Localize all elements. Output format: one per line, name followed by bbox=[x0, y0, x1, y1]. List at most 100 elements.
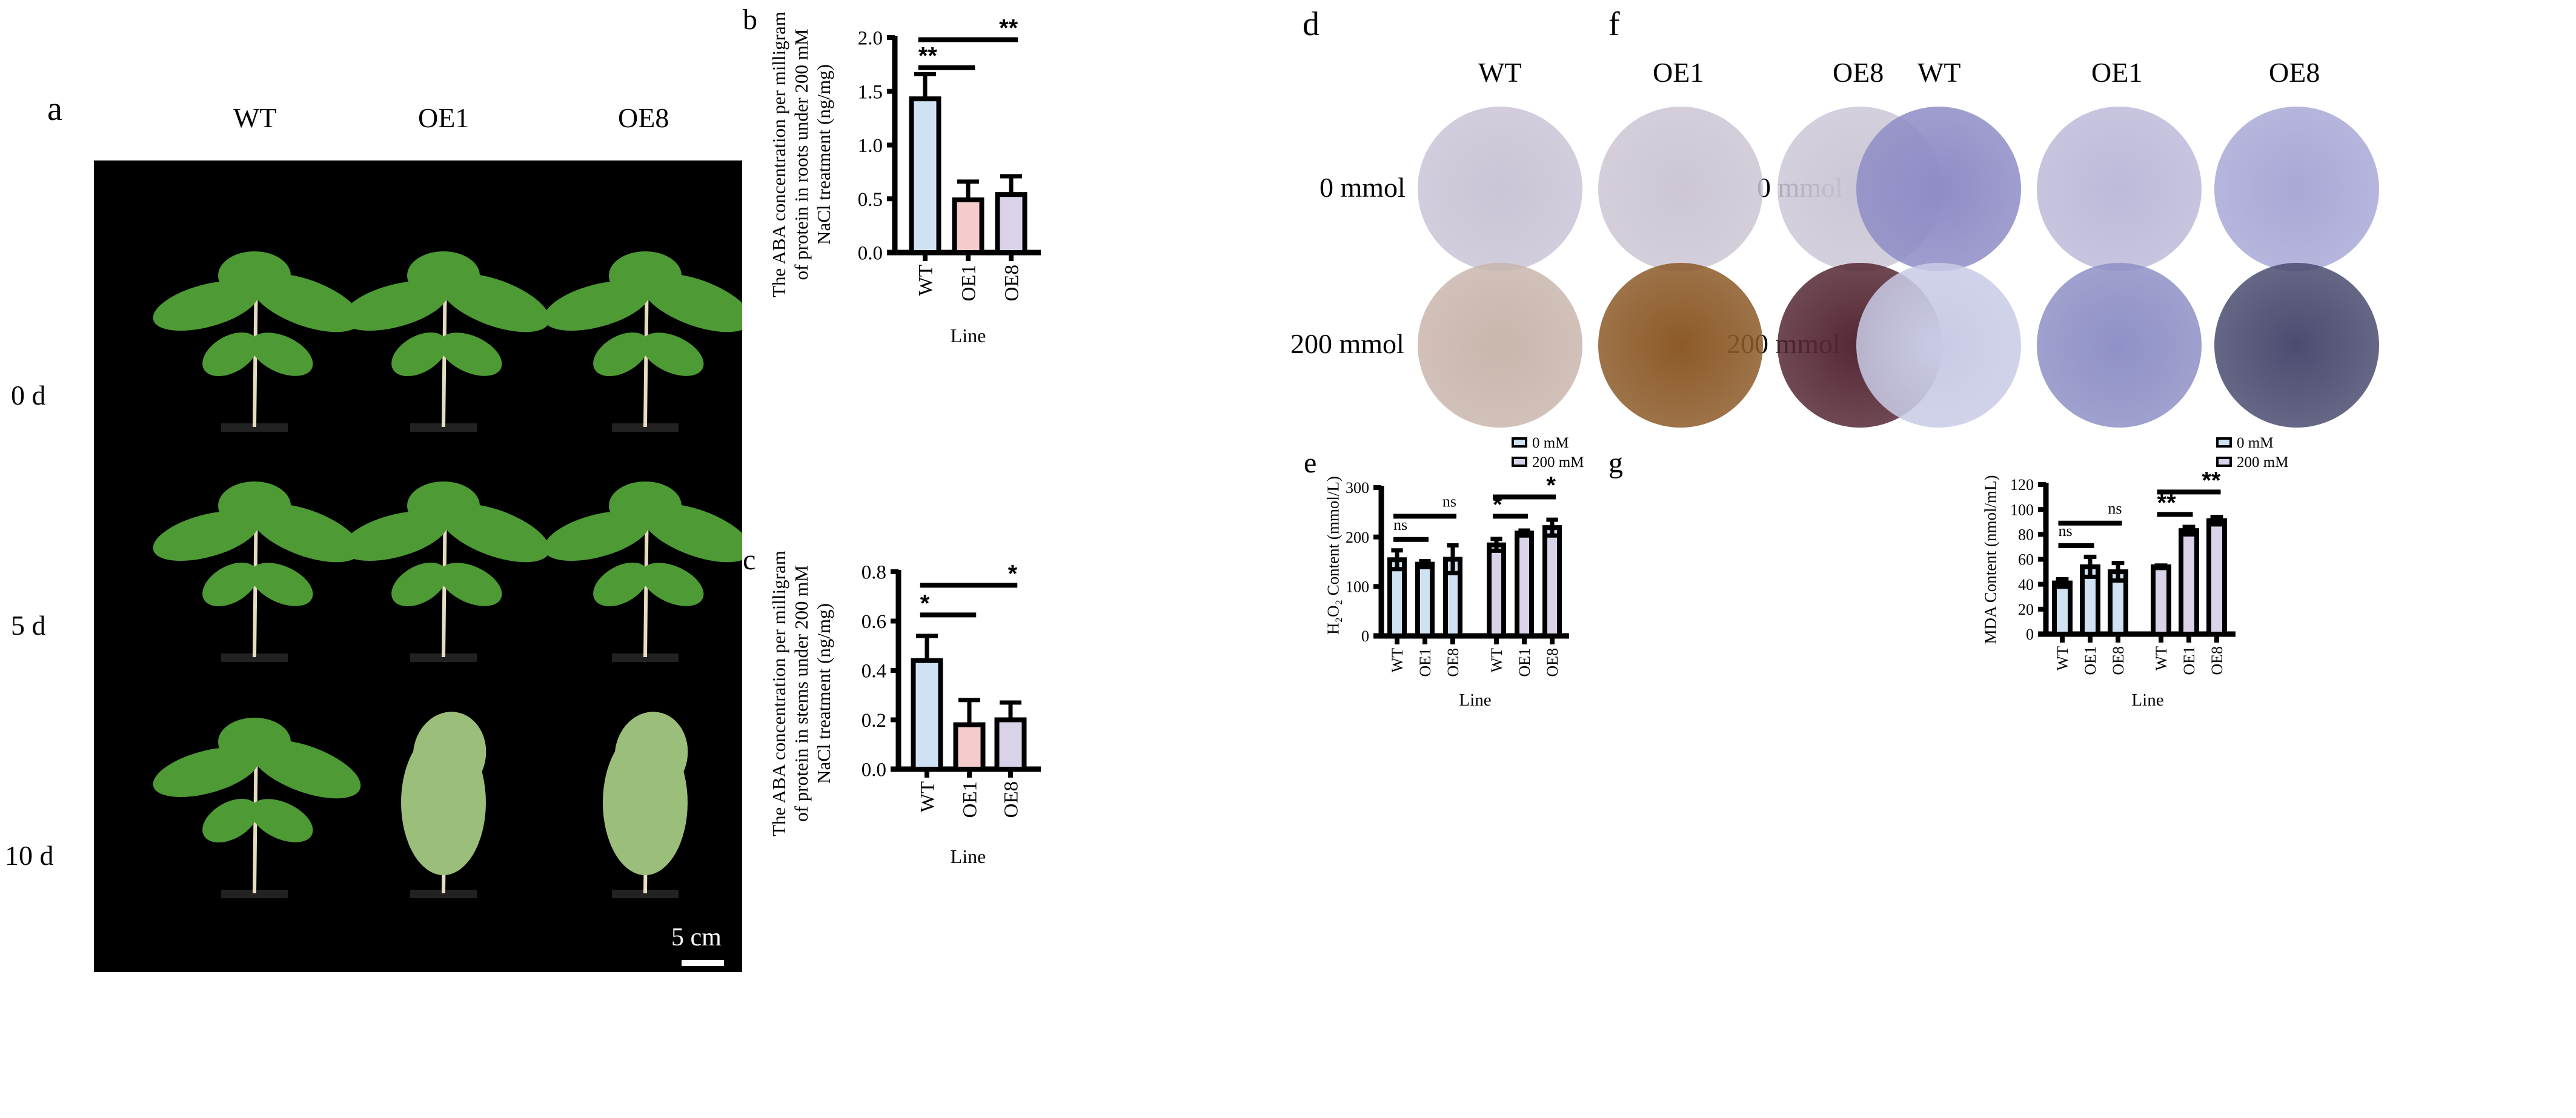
significance-label: * bbox=[1546, 472, 1556, 499]
significance-label: ** bbox=[2157, 489, 2177, 516]
plant bbox=[153, 718, 361, 898]
panel-d-row-0: 0 mmol bbox=[1320, 172, 1406, 203]
y-tick-label: 2.0 bbox=[858, 28, 883, 50]
x-tick-label: WT bbox=[1389, 648, 1406, 673]
y-tick-label: 100 bbox=[2010, 501, 2034, 518]
y-tick-label: 1.0 bbox=[858, 135, 883, 157]
panel-f-leaf-disc bbox=[2037, 107, 2202, 271]
x-axis-label: Line bbox=[951, 845, 986, 867]
y-axis-label: of protein in stems under 200 mM bbox=[791, 565, 812, 822]
legend-label: 0 mM bbox=[2237, 435, 2273, 451]
y-axis-label: The ABA concentration per milligram bbox=[768, 551, 789, 836]
x-tick-label: OE1 bbox=[2180, 646, 2198, 675]
x-tick-label: OE8 bbox=[1001, 781, 1023, 818]
plant bbox=[401, 712, 486, 898]
panel-f-leaf-disc bbox=[2214, 263, 2379, 428]
significance-label: ** bbox=[2202, 467, 2221, 494]
y-tick-label: 300 bbox=[1346, 479, 1369, 497]
y-tick-label: 0.0 bbox=[858, 243, 883, 265]
x-tick-label: OE8 bbox=[1001, 265, 1023, 302]
significance-label: * bbox=[920, 590, 930, 617]
bar-oe1 bbox=[2179, 528, 2199, 637]
x-tick-label: WT bbox=[2153, 646, 2170, 671]
bar-wt bbox=[1487, 542, 1506, 638]
y-tick-label: 80 bbox=[2018, 526, 2034, 543]
bar-oe8 bbox=[995, 192, 1027, 255]
panel-d-col-oe1: OE1 bbox=[1653, 57, 1704, 88]
leaf-disc-photos bbox=[1418, 107, 2379, 428]
x-axis-label: Line bbox=[1459, 690, 1491, 710]
plant bbox=[603, 712, 688, 898]
y-axis-label: MDA Content (nmol/mL) bbox=[1981, 475, 1999, 644]
significance-label: * bbox=[1008, 560, 1018, 587]
legend-label: 200 mM bbox=[2237, 454, 2288, 471]
y-axis-label: The ABA concentration per milligram bbox=[768, 12, 789, 297]
scale-bar-label: 5 cm bbox=[671, 924, 722, 951]
bar-wt bbox=[911, 658, 943, 772]
bar-wt bbox=[909, 96, 941, 255]
chart-e: e 0 100 200 300 WT OE1 OE8 WT OE1 OE8 ns ns * * H₂O₂ Co… bbox=[1304, 435, 1584, 710]
plant bbox=[153, 481, 361, 662]
bar-oe8 bbox=[1443, 557, 1462, 639]
panel-a-col-oe8: OE8 bbox=[618, 102, 669, 133]
y-tick-label: 120 bbox=[2010, 476, 2034, 494]
legend-swatch bbox=[1512, 457, 1527, 467]
bar-oe8 bbox=[1542, 525, 1562, 639]
panel-b-letter: b bbox=[743, 4, 757, 36]
panel-e-letter: e bbox=[1304, 447, 1316, 479]
legend-swatch bbox=[2216, 437, 2232, 448]
legend-swatch bbox=[1512, 437, 1527, 448]
y-axis-label: NaCl treatment (ng/mg) bbox=[813, 603, 834, 784]
y-tick-label: 0.8 bbox=[861, 562, 886, 584]
charts: b0.00.51.01.52.0WT OE1 OE8****The ABA conc… bbox=[743, 4, 2288, 867]
bar-wt bbox=[1387, 557, 1407, 639]
y-tick-label: 200 bbox=[1346, 529, 1369, 546]
x-axis-label: Line bbox=[951, 325, 986, 346]
x-tick-label: OE8 bbox=[2110, 646, 2127, 675]
scale-bar bbox=[682, 960, 724, 966]
panel-a-row-5d: 5 d bbox=[11, 610, 46, 641]
y-tick-label: 0.4 bbox=[861, 661, 886, 683]
y-tick-label: 0 bbox=[2026, 626, 2034, 643]
panel-a-row-10d: 10 d bbox=[5, 840, 54, 871]
x-axis-label: Line bbox=[2131, 690, 2163, 710]
y-tick-label: 100 bbox=[1346, 578, 1369, 595]
panel-d-row-200: 200 mmol bbox=[1290, 328, 1404, 359]
plant bbox=[153, 251, 361, 432]
y-tick-label: 0 bbox=[1361, 627, 1369, 645]
y-tick-label: 20 bbox=[2018, 601, 2034, 618]
plant bbox=[543, 481, 752, 662]
panel-d-col-wt: WT bbox=[1478, 57, 1522, 88]
bar-oe1 bbox=[952, 197, 984, 255]
significance-label: ** bbox=[918, 43, 938, 70]
x-tick-label: OE8 bbox=[1544, 648, 1561, 677]
y-tick-label: 1.5 bbox=[858, 81, 883, 103]
y-tick-label: 0.5 bbox=[858, 189, 883, 211]
panel-f-col-wt: WT bbox=[1917, 57, 1961, 88]
panel-a-letter: a bbox=[47, 90, 62, 128]
panel-a-col-wt: WT bbox=[233, 102, 277, 133]
y-tick-label: 0.6 bbox=[861, 611, 886, 633]
plant-photo bbox=[94, 160, 752, 972]
panel-f-row-0: 0 mmol bbox=[1757, 172, 1843, 203]
panel-f-leaf-disc bbox=[1856, 107, 2021, 271]
panel-d-leaf-disc bbox=[1418, 107, 1582, 271]
panel-f-letter: f bbox=[1608, 5, 1620, 43]
bar-oe8 bbox=[994, 717, 1027, 772]
panel-d-letter: d bbox=[1303, 5, 1320, 43]
chart-g: g 0 20 40 60 80 100 120 WT OE1 OE8 WT OE1 OE8 ns ns ** **… bbox=[1608, 435, 2288, 710]
legend-label: 200 mM bbox=[1532, 454, 1584, 471]
plant bbox=[342, 251, 550, 432]
bar-wt bbox=[2151, 564, 2171, 637]
panel-c-letter: c bbox=[743, 544, 755, 576]
chart-b: b 0.0 0.5 1.0 1.5 2.0 WT OE1 OE8 ** ** The ABA conc… bbox=[743, 4, 1041, 346]
y-axis-label: of protein in roots under 200 mM bbox=[791, 28, 812, 280]
x-tick-label: WT bbox=[917, 781, 939, 812]
x-tick-label: OE1 bbox=[958, 265, 980, 302]
panel-d-col-oe8: OE8 bbox=[1833, 57, 1884, 88]
chart-c: c 0.0 0.2 0.4 0.6 0.8 WT OE1 OE8 * * The ABA concen… bbox=[743, 544, 1041, 867]
panel-f-row-200: 200 mmol bbox=[1727, 328, 1841, 359]
bar-oe1 bbox=[2080, 564, 2100, 637]
bar-oe1 bbox=[1415, 561, 1435, 638]
panel-f-leaf-disc bbox=[2037, 263, 2202, 428]
